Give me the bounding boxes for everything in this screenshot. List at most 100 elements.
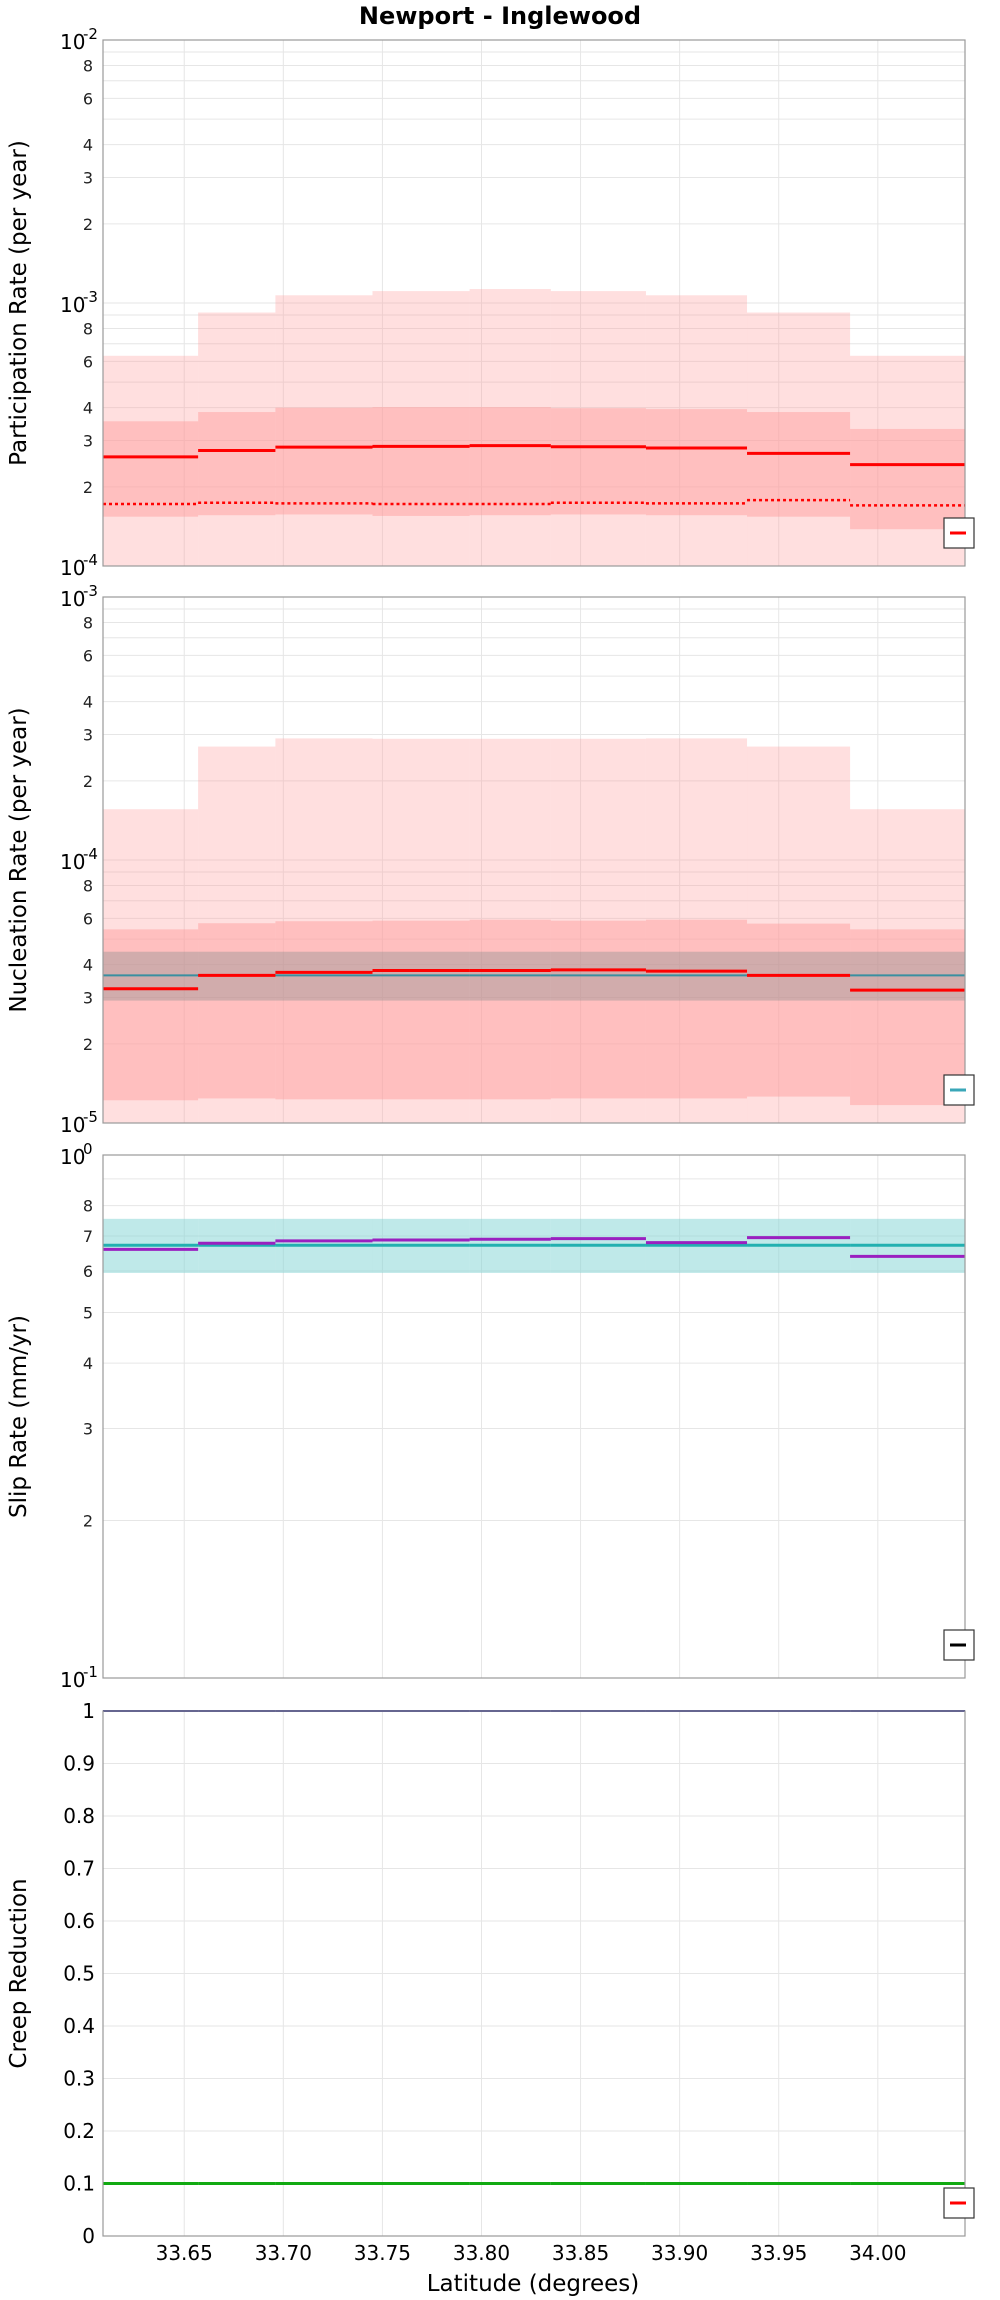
x-axis-label: Latitude (degrees) bbox=[427, 2271, 640, 2297]
panel-participation-y-label: Participation Rate (per year) bbox=[6, 140, 32, 466]
band-segment bbox=[198, 923, 276, 1099]
band-segment bbox=[372, 407, 470, 516]
x-tick-label: 34.00 bbox=[849, 2241, 906, 2265]
band-segment bbox=[645, 738, 748, 1123]
band-segment bbox=[372, 738, 470, 1123]
panel-creep-y-ticks: 1 0.9 0.8 0.7 0.6 0.5 0.4 0.3 0.2 0.1 0 bbox=[63, 1699, 95, 2248]
x-tick-label: 33.80 bbox=[453, 2241, 510, 2265]
panel-participation-band-1 bbox=[103, 407, 965, 530]
x-tick-label: 33.70 bbox=[255, 2241, 312, 2265]
y-tick-label: 4 bbox=[83, 956, 93, 975]
panel-creep-legend bbox=[943, 2187, 975, 2219]
panel-nucleation-series-mean bbox=[103, 968, 965, 992]
panel-creep-grid bbox=[103, 1711, 965, 2236]
panel-slip-y-label: Slip Rate (mm/yr) bbox=[6, 1315, 32, 1518]
band-segment bbox=[275, 407, 373, 515]
y-tick-label: 10 bbox=[60, 1113, 85, 1137]
y-tick-label: 0.7 bbox=[63, 1857, 95, 1881]
y-tick-label: 8 bbox=[83, 1197, 93, 1216]
y-tick-label: 10 bbox=[60, 850, 85, 874]
panel-participation-series-dotted bbox=[103, 498, 965, 507]
panel-nucleation-frame bbox=[102, 596, 966, 1124]
y-tick-label: 5 bbox=[83, 1303, 93, 1322]
y-tick-exponent: 0 bbox=[83, 1140, 93, 1158]
panel-creep: 1 0.9 0.8 0.7 0.6 0.5 0.4 0.3 0.2 0.1 0 Creep Reduc… bbox=[6, 1699, 975, 2248]
band-segment bbox=[747, 312, 851, 566]
y-tick-exponent: -1 bbox=[83, 1663, 98, 1681]
panel-nucleation-band-0 bbox=[103, 738, 965, 1123]
y-tick-label: 10 bbox=[60, 1145, 85, 1169]
y-tick-label: 3 bbox=[83, 1419, 93, 1438]
x-tick-label: 33.85 bbox=[552, 2241, 609, 2265]
y-tick-label: 10 bbox=[60, 293, 85, 317]
band-segment bbox=[469, 289, 551, 566]
band-segment bbox=[103, 929, 199, 1101]
y-tick-label: 6 bbox=[83, 352, 93, 371]
y-tick-label: 0.3 bbox=[63, 2067, 95, 2091]
band-segment bbox=[550, 920, 646, 1099]
y-tick-label: 4 bbox=[83, 399, 93, 418]
panel-slip-legend bbox=[943, 1629, 975, 1661]
band-segment bbox=[103, 355, 199, 566]
y-tick-label: 0.8 bbox=[63, 1804, 95, 1828]
x-tick-label: 33.65 bbox=[156, 2241, 213, 2265]
x-tick-label: 33.95 bbox=[750, 2241, 807, 2265]
y-tick-exponent: -3 bbox=[83, 582, 98, 600]
band-segment bbox=[747, 746, 851, 1123]
y-tick-label: 0.1 bbox=[63, 2172, 95, 2196]
x-tick-label: 33.90 bbox=[651, 2241, 708, 2265]
panel-slip-series-solution bbox=[103, 1236, 965, 1258]
panel-participation-series-mean bbox=[103, 444, 965, 467]
y-tick-exponent: -2 bbox=[83, 25, 98, 43]
panel-participation-grid bbox=[103, 40, 965, 566]
y-tick-label: 4 bbox=[83, 693, 93, 712]
band-segment bbox=[103, 809, 199, 1123]
band-segment bbox=[645, 295, 748, 566]
band-segment bbox=[850, 809, 965, 1123]
y-tick-label: 0.2 bbox=[63, 2119, 95, 2143]
y-tick-exponent: -3 bbox=[83, 288, 98, 306]
y-tick-label: 2 bbox=[83, 215, 93, 234]
y-tick-label: 7 bbox=[83, 1227, 93, 1246]
band-segment bbox=[550, 738, 646, 1123]
y-tick-label: 2 bbox=[83, 1512, 93, 1531]
y-tick-label: 0.6 bbox=[63, 1909, 95, 1933]
band-segment bbox=[645, 919, 748, 1099]
panel-nucleation-legend bbox=[943, 1074, 975, 1106]
y-tick-label: 3 bbox=[83, 169, 93, 188]
panel-creep-frame bbox=[102, 1710, 966, 2237]
y-tick-label: 10 bbox=[60, 587, 85, 611]
y-tick-label: 2 bbox=[83, 1035, 93, 1054]
y-tick-label: 10 bbox=[60, 30, 85, 54]
y-tick-label: 10 bbox=[60, 1668, 85, 1692]
y-tick-label: 8 bbox=[83, 56, 93, 75]
y-tick-label: 3 bbox=[83, 989, 93, 1008]
band-segment bbox=[275, 738, 373, 1123]
y-tick-label: 1 bbox=[82, 1699, 95, 1723]
y-tick-label: 2 bbox=[83, 772, 93, 791]
y-tick-label: 0.5 bbox=[63, 1962, 95, 1986]
y-tick-label: 6 bbox=[83, 909, 93, 928]
y-tick-label: 4 bbox=[83, 1354, 93, 1373]
band-segment bbox=[198, 312, 276, 566]
y-tick-exponent: -4 bbox=[83, 845, 98, 863]
band-segment bbox=[275, 921, 373, 1100]
y-tick-label: 4 bbox=[83, 136, 93, 155]
y-tick-label: 8 bbox=[83, 613, 93, 632]
x-tick-label: 33.75 bbox=[354, 2241, 411, 2265]
y-tick-label: 6 bbox=[83, 89, 93, 108]
band-segment bbox=[850, 428, 965, 530]
band-segment bbox=[469, 919, 551, 1100]
band-segment bbox=[747, 923, 851, 1097]
y-tick-label: 0 bbox=[82, 2224, 95, 2248]
y-tick-exponent: -5 bbox=[83, 1108, 98, 1126]
band-segment bbox=[550, 408, 646, 515]
band-segment bbox=[645, 409, 748, 516]
y-tick-label: 8 bbox=[83, 319, 93, 338]
panel-participation-band-0 bbox=[103, 289, 965, 566]
